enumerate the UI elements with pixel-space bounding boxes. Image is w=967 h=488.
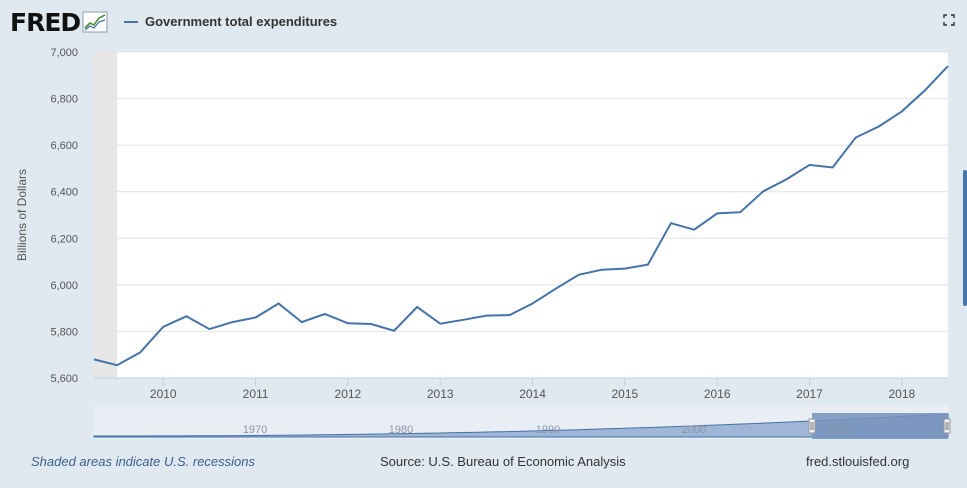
y-tick-label: 5,600 <box>50 373 78 385</box>
navigator-axis: 1970 1980 1990 2000 2010 <box>243 424 852 436</box>
fred-logo[interactable]: FRED <box>10 7 108 37</box>
navigator-tick-label: 2000 <box>682 424 706 436</box>
x-tick-label: 2018 <box>888 387 915 401</box>
site-url[interactable]: fred.stlouisfed.org <box>806 454 910 469</box>
x-tick-label: 2015 <box>612 387 639 401</box>
x-tick-label: 2010 <box>150 387 177 401</box>
navigator-tick-label: 1980 <box>389 424 413 436</box>
navigator-handle-left-icon[interactable] <box>808 418 816 434</box>
legend-label: Government total expenditures <box>145 14 338 29</box>
x-tick-label: 2011 <box>243 387 269 401</box>
x-tick-label: 2016 <box>704 387 731 401</box>
series-points <box>93 65 949 366</box>
legend[interactable]: Government total expenditures <box>124 14 337 29</box>
y-tick-label: 6,000 <box>50 280 78 292</box>
navigator-tick-label: 1970 <box>243 424 267 436</box>
page-scrollbar[interactable] <box>963 170 967 306</box>
fred-logo-text: FRED <box>10 7 81 37</box>
grid-lines <box>94 51 948 379</box>
recession-note[interactable]: Shaded areas indicate U.S. recessions <box>31 454 256 469</box>
navigator[interactable]: 1970 1980 1990 2000 2010 <box>93 405 951 439</box>
fullscreen-icon[interactable] <box>943 14 955 26</box>
x-tick-label: 2014 <box>519 387 546 401</box>
navigator-handle-right-icon[interactable] <box>943 418 951 434</box>
y-tick-label: 6,400 <box>50 187 78 199</box>
recession-shading <box>94 52 118 378</box>
source-credit: Source: U.S. Bureau of Economic Analysis <box>380 454 626 469</box>
line-chart: 5,600 5,800 6,000 6,200 6,400 6,600 6,800 7,000… <box>15 47 951 439</box>
navigator-selected-range[interactable] <box>812 413 948 439</box>
fred-logo-graph-icon <box>82 11 108 33</box>
x-axis: 2010 2011 2012 2013 2014 2015 2016 2017 2018 <box>94 377 948 401</box>
series-line <box>93 65 949 367</box>
y-tick-label: 5,800 <box>50 326 78 338</box>
navigator-tick-label: 1990 <box>536 424 560 436</box>
navigator-tick-label: 2010 <box>828 424 852 436</box>
legend-swatch <box>124 20 138 23</box>
y-tick-label: 7,000 <box>50 47 78 59</box>
chart-header: FRED Government total expenditures <box>0 0 967 44</box>
x-tick-label: 2013 <box>427 387 454 401</box>
y-tick-label: 6,800 <box>50 94 78 106</box>
y-axis-label: Billions of Dollars <box>15 169 29 261</box>
y-tick-label: 6,600 <box>50 140 78 152</box>
y-axis: 5,600 5,800 6,000 6,200 6,400 6,600 6,800 7,000 <box>50 47 78 385</box>
recession-band <box>94 52 118 378</box>
x-tick-label: 2012 <box>335 387 362 401</box>
plot-area <box>94 52 948 378</box>
x-tick-label: 2017 <box>796 387 823 401</box>
y-tick-label: 6,200 <box>50 233 78 245</box>
